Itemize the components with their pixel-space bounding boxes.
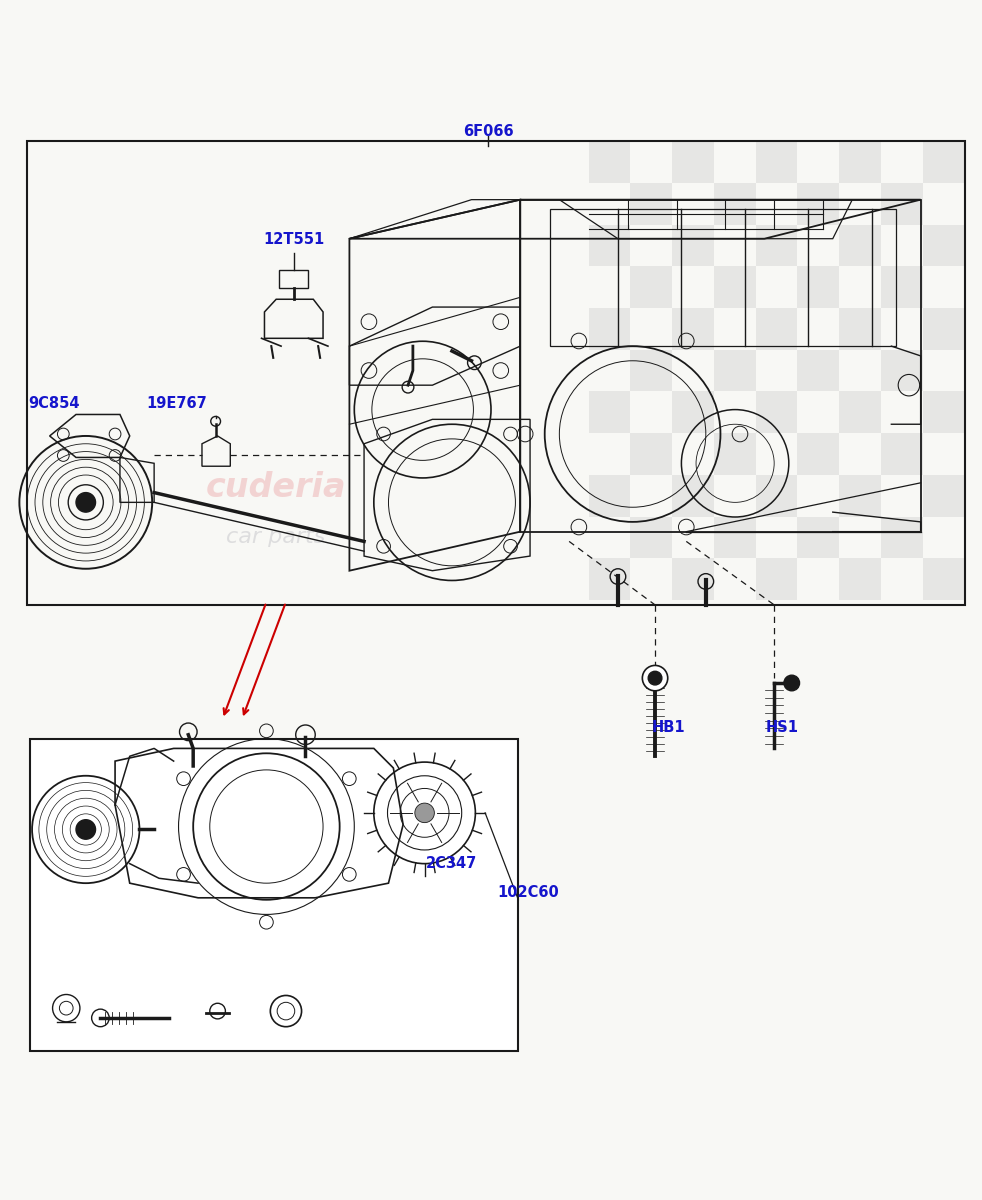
- Bar: [588, 142, 630, 182]
- Bar: [550, 210, 897, 346]
- Bar: [881, 516, 923, 558]
- Text: 19E767: 19E767: [146, 396, 207, 410]
- Bar: [630, 516, 673, 558]
- Bar: [30, 739, 518, 1051]
- Bar: [714, 433, 756, 475]
- Bar: [588, 308, 630, 349]
- Bar: [714, 266, 756, 308]
- Bar: [797, 433, 840, 475]
- Bar: [630, 433, 673, 475]
- Bar: [797, 349, 840, 391]
- Bar: [673, 475, 714, 516]
- Bar: [840, 558, 881, 600]
- Text: cuderia: cuderia: [206, 472, 347, 504]
- Bar: [881, 433, 923, 475]
- Bar: [923, 475, 964, 516]
- Bar: [840, 142, 881, 182]
- Text: 9C854: 9C854: [27, 396, 80, 410]
- Bar: [756, 475, 797, 516]
- Bar: [881, 182, 923, 224]
- Bar: [714, 349, 756, 391]
- Text: 2C347: 2C347: [426, 857, 477, 871]
- Bar: [923, 142, 964, 182]
- Text: 102C60: 102C60: [497, 884, 559, 900]
- Bar: [923, 391, 964, 433]
- Bar: [673, 558, 714, 600]
- Bar: [840, 475, 881, 516]
- Bar: [630, 266, 673, 308]
- Bar: [923, 224, 964, 266]
- Bar: [714, 182, 756, 224]
- Circle shape: [642, 666, 668, 691]
- Text: HS1: HS1: [766, 720, 798, 734]
- Bar: [27, 142, 964, 605]
- Circle shape: [648, 671, 662, 685]
- Bar: [588, 475, 630, 516]
- Circle shape: [76, 820, 95, 839]
- Bar: [588, 391, 630, 433]
- Bar: [756, 224, 797, 266]
- Bar: [588, 224, 630, 266]
- Text: 12T551: 12T551: [263, 232, 324, 246]
- Bar: [797, 516, 840, 558]
- Bar: [630, 182, 673, 224]
- Bar: [881, 266, 923, 308]
- Text: HB1: HB1: [652, 720, 685, 734]
- Bar: [673, 391, 714, 433]
- Circle shape: [76, 492, 95, 512]
- Bar: [797, 266, 840, 308]
- Bar: [756, 391, 797, 433]
- Bar: [840, 391, 881, 433]
- Bar: [756, 558, 797, 600]
- Bar: [756, 142, 797, 182]
- Bar: [673, 308, 714, 349]
- Bar: [840, 308, 881, 349]
- Bar: [588, 558, 630, 600]
- Bar: [673, 142, 714, 182]
- Bar: [881, 349, 923, 391]
- Circle shape: [784, 676, 799, 691]
- Bar: [673, 224, 714, 266]
- Bar: [630, 349, 673, 391]
- Bar: [756, 308, 797, 349]
- Bar: [840, 224, 881, 266]
- Circle shape: [414, 803, 434, 823]
- Bar: [923, 308, 964, 349]
- Bar: [923, 558, 964, 600]
- Text: car parts: car parts: [227, 527, 326, 546]
- Bar: [797, 182, 840, 224]
- Bar: [714, 516, 756, 558]
- Text: 6F066: 6F066: [463, 124, 514, 139]
